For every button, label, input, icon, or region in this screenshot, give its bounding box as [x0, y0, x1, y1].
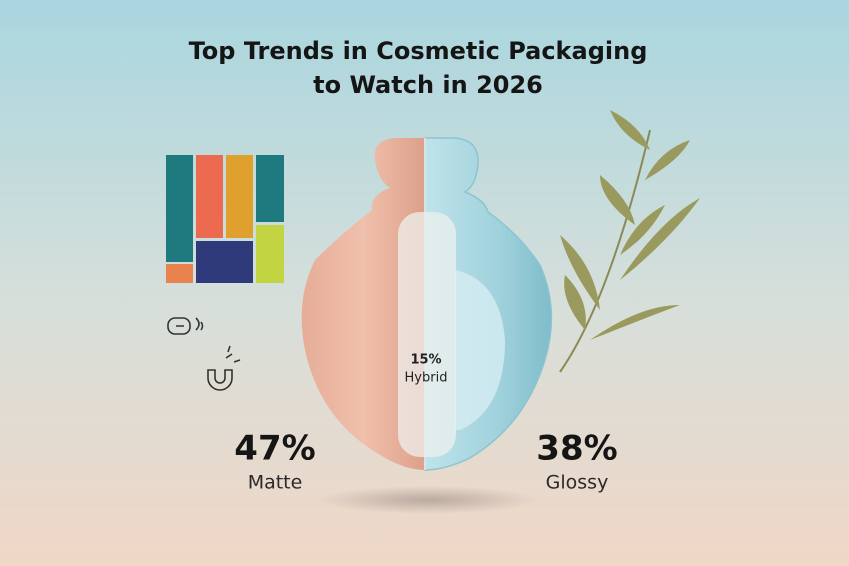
stat-label: Glossy [546, 472, 609, 494]
icons [167, 317, 241, 391]
stat-value: 15% [410, 353, 441, 368]
title-line: to Watch in 2026 [313, 71, 543, 99]
title-line: Top Trends in Cosmetic Packaging [189, 37, 648, 65]
bottle [301, 137, 553, 471]
stat-label: Hybrid [405, 371, 448, 386]
leaves [559, 110, 700, 373]
stat-value: 47% [234, 429, 315, 469]
stat-value: 38% [536, 429, 617, 469]
color-palette [166, 155, 284, 283]
shadow [318, 486, 538, 514]
stat-label: Matte [248, 472, 303, 494]
